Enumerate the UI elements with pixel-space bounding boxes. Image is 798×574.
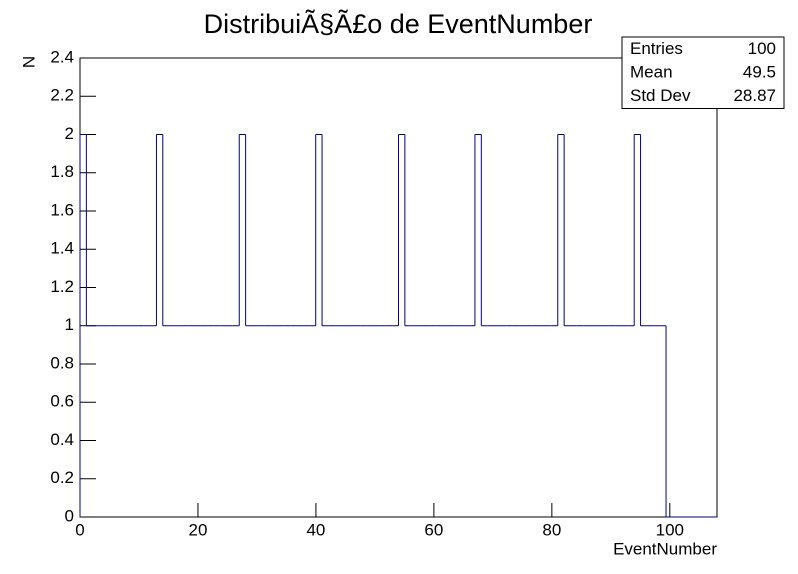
x-tick-label: 40 [306,520,325,539]
y-tick-label: 2.4 [50,47,74,66]
x-axis-label: EventNumber [613,539,717,558]
y-tick-label: 2.2 [50,86,74,105]
y-tick-label: 1.2 [50,277,74,296]
y-tick-label: 1.4 [50,239,74,258]
y-tick-label: 1.8 [50,162,74,181]
y-tick-label: 0 [65,506,74,525]
y-tick-label: 2 [65,124,74,143]
stats-box [621,36,785,109]
x-tick-label: 0 [75,520,84,539]
x-tick-label: 60 [424,520,443,539]
x-tick-label: 20 [189,520,208,539]
y-tick-label: 1 [65,315,74,334]
stats-value: 49.5 [743,63,776,82]
y-axis-label: N [19,56,38,68]
y-tick-label: 0.4 [50,430,74,449]
stats-label: Entries [630,39,683,58]
y-tick-label: 0.2 [50,468,74,487]
stats-label: Mean [630,63,673,82]
stats-value: 28.87 [733,86,776,105]
y-tick-label: 0.6 [50,392,74,411]
y-tick-label: 1.6 [50,200,74,219]
chart-title: DistribuiÃ§Ã£o de EventNumber [204,8,593,39]
stats-value: 100 [748,39,776,58]
stats-label: Std Dev [630,86,691,105]
y-tick-label: 0.8 [50,353,74,372]
x-tick-label: 80 [542,520,561,539]
x-tick-label: 100 [656,520,684,539]
